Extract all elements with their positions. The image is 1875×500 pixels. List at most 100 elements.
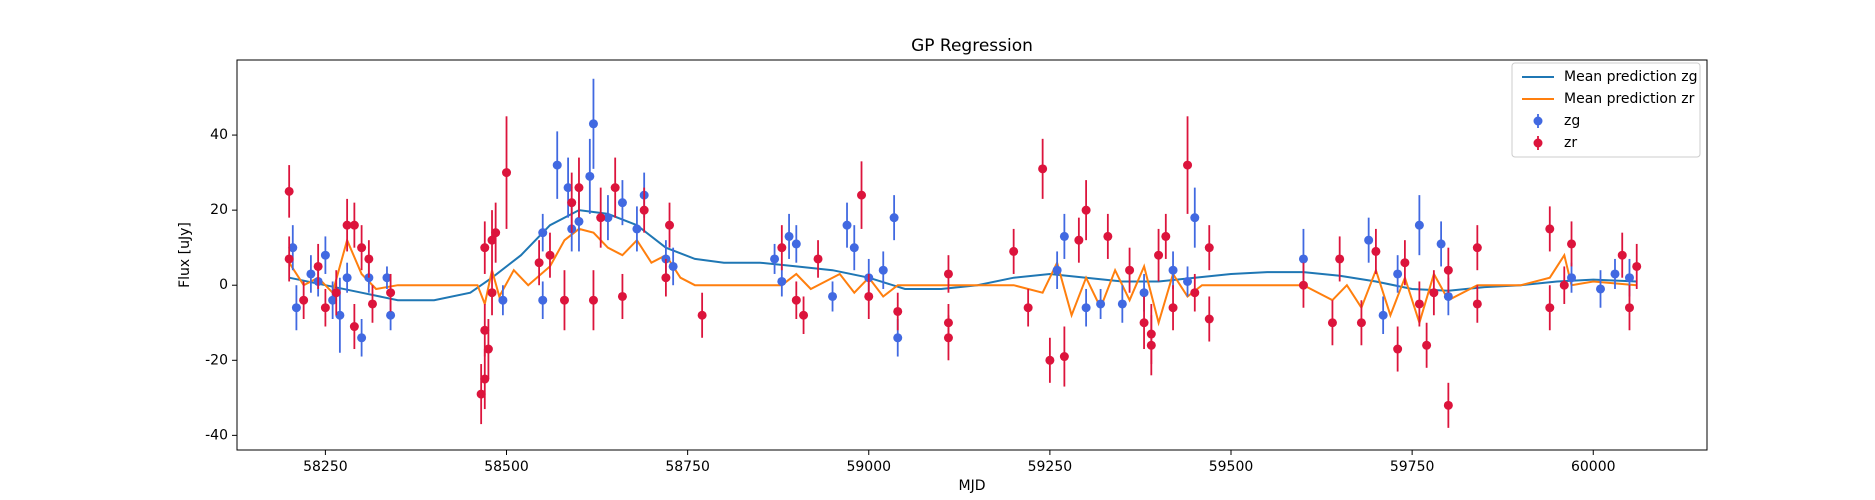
data-point <box>1393 344 1403 354</box>
data-point <box>342 273 352 283</box>
data-point <box>1074 235 1084 245</box>
data-point <box>1168 265 1178 275</box>
data-point <box>284 186 294 196</box>
data-point <box>357 243 367 253</box>
legend-marker <box>1533 116 1543 126</box>
data-point <box>588 119 598 129</box>
data-point <box>349 220 359 230</box>
data-point <box>480 243 490 253</box>
x-tick-label: 59000 <box>846 459 891 475</box>
data-point <box>1139 288 1149 298</box>
data-point <box>1096 299 1106 309</box>
y-tick-label: 40 <box>210 127 228 143</box>
data-point <box>1204 314 1214 324</box>
data-point <box>791 295 801 305</box>
data-point <box>567 198 577 208</box>
x-tick-label: 58500 <box>484 459 529 475</box>
data-point <box>487 288 497 298</box>
y-tick-label: -20 <box>205 352 228 368</box>
axes-frame <box>236 59 1708 451</box>
data-point <box>487 235 497 245</box>
data-point <box>791 239 801 249</box>
data-point <box>1154 250 1164 260</box>
data-point <box>777 276 787 286</box>
data-point <box>538 228 548 238</box>
data-point <box>480 325 490 335</box>
data-point <box>1422 340 1432 350</box>
data-point <box>1117 299 1127 309</box>
legend-label: zg <box>1564 113 1580 129</box>
x-tick-label: 58250 <box>303 459 348 475</box>
data-point <box>574 183 584 193</box>
data-point <box>893 333 903 343</box>
data-point <box>1595 284 1605 294</box>
data-point <box>1045 355 1055 365</box>
data-point <box>1378 310 1388 320</box>
x-tick-label: 59500 <box>1209 459 1254 475</box>
data-point <box>585 171 595 181</box>
data-point <box>1038 164 1048 174</box>
data-point <box>1103 231 1113 241</box>
data-point <box>1161 231 1171 241</box>
data-point <box>596 213 606 223</box>
data-point <box>784 231 794 241</box>
data-point <box>288 243 298 253</box>
data-point <box>1298 254 1308 264</box>
data-point <box>1052 265 1062 275</box>
y-tick-label: 20 <box>210 202 228 218</box>
legend-label: Mean prediction zr <box>1564 91 1695 107</box>
data-point <box>588 295 598 305</box>
data-point <box>480 374 490 384</box>
data-point <box>1443 400 1453 410</box>
data-point <box>1545 224 1555 234</box>
data-point <box>1610 269 1620 279</box>
legend-label: zr <box>1564 135 1577 151</box>
x-tick-label: 59750 <box>1390 459 1435 475</box>
data-point <box>1624 273 1634 283</box>
data-point <box>491 228 501 238</box>
data-point <box>342 220 352 230</box>
data-point <box>893 306 903 316</box>
data-point <box>386 310 396 320</box>
data-point <box>849 243 859 253</box>
data-point <box>320 250 330 260</box>
data-point <box>331 288 341 298</box>
data-point <box>661 273 671 283</box>
data-point <box>498 295 508 305</box>
data-point <box>502 168 512 178</box>
data-point <box>563 183 573 193</box>
data-point <box>1443 265 1453 275</box>
data-point <box>291 303 301 313</box>
data-point <box>878 265 888 275</box>
data-point <box>864 291 874 301</box>
data-point <box>1190 288 1200 298</box>
data-point <box>1298 280 1308 290</box>
data-point <box>1472 243 1482 253</box>
legend-box <box>1511 62 1701 158</box>
data-point <box>483 344 493 354</box>
data-point <box>1567 239 1577 249</box>
x-tick-label: 59250 <box>1028 459 1073 475</box>
data-point <box>813 254 823 264</box>
data-point <box>777 243 787 253</box>
data-point <box>889 213 899 223</box>
data-point <box>552 160 562 170</box>
y-tick-label: -40 <box>205 427 228 443</box>
data-point <box>284 254 294 264</box>
data-point <box>1443 291 1453 301</box>
data-point <box>943 269 953 279</box>
data-point <box>1059 352 1069 362</box>
data-point <box>382 273 392 283</box>
data-point <box>1617 250 1627 260</box>
data-point <box>617 291 627 301</box>
data-point <box>1009 246 1019 256</box>
data-point <box>1335 254 1345 264</box>
x-tick-label: 58750 <box>665 459 710 475</box>
data-point <box>1183 160 1193 170</box>
data-point <box>1559 280 1569 290</box>
data-point <box>1204 243 1214 253</box>
data-point <box>1059 231 1069 241</box>
data-point <box>1414 220 1424 230</box>
data-point <box>476 389 486 399</box>
